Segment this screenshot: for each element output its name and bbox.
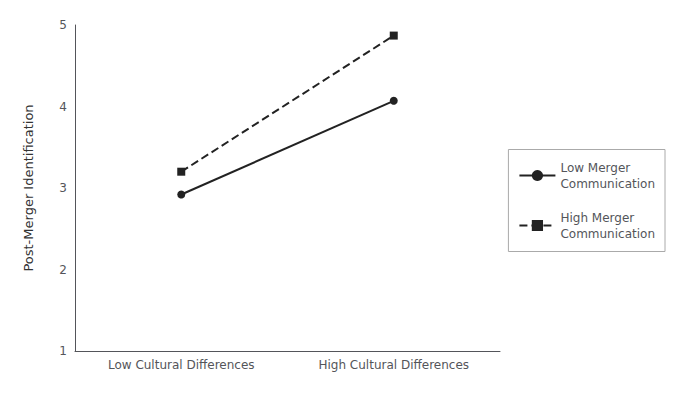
svg-text:1: 1 [59,344,67,358]
svg-text:Low Merger: Low Merger [560,161,630,175]
svg-text:Communication: Communication [560,177,655,191]
svg-text:Communication: Communication [560,227,655,241]
svg-text:5: 5 [59,18,67,32]
svg-text:High Merger: High Merger [560,211,634,225]
svg-text:3: 3 [59,181,67,195]
svg-text:4: 4 [59,100,67,114]
svg-text:Low Cultural Differences: Low Cultural Differences [108,358,255,372]
svg-text:High Cultural Differences: High Cultural Differences [318,358,469,372]
svg-text:Post-Merger Identification: Post-Merger Identification [21,104,36,271]
svg-text:2: 2 [59,263,67,277]
